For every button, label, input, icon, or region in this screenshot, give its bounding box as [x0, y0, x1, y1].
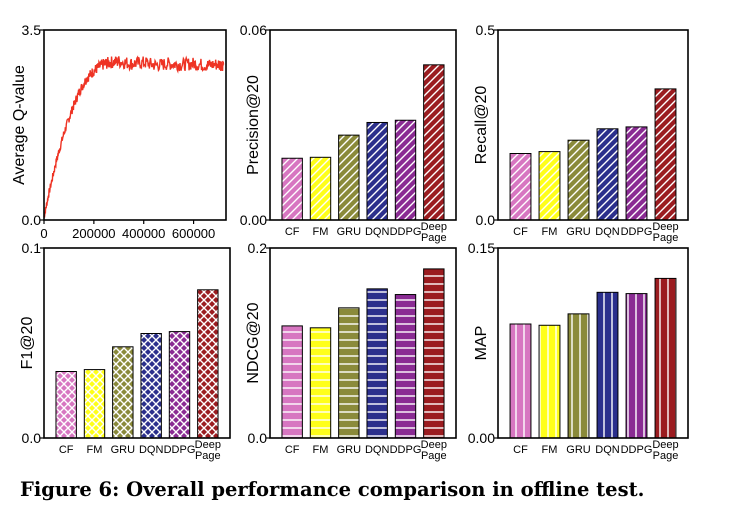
- x-tick-label-5: Deep Page: [421, 221, 447, 244]
- x-tick-label-4: DDPG: [390, 444, 422, 456]
- x-tick-label-1: 200000: [72, 226, 115, 241]
- x-tick-label-0: CF: [285, 444, 300, 456]
- x-tick-label-2: GRU: [111, 444, 136, 456]
- bar-deeppage: [654, 277, 677, 439]
- bar-gru: [112, 346, 134, 439]
- x-tick-label-5: Deep Page: [421, 439, 447, 462]
- y-tick-label-0: 0.0: [248, 430, 268, 446]
- bar-deeppage: [654, 88, 677, 221]
- x-tick-label-0: CF: [59, 444, 74, 456]
- x-tick-label-2: GRU: [566, 444, 591, 456]
- f1-20-frame: [43, 247, 231, 439]
- y-tick-label-0: 0.00: [240, 212, 267, 228]
- x-tick-label-5: Deep Page: [652, 439, 678, 462]
- y-tick-label-1: 0.5: [476, 22, 496, 38]
- x-tick-label-3: DQN: [595, 444, 620, 456]
- x-tick-label-4: DDPG: [164, 444, 196, 456]
- map-frame: [497, 247, 689, 439]
- x-tick-label-1: FM: [87, 444, 103, 456]
- figure-caption: Figure 6: Overall performance comparison…: [20, 478, 645, 501]
- bar-fm: [83, 369, 106, 439]
- bar-dqn: [366, 288, 388, 439]
- y-tick-label-0: 0.00: [468, 430, 495, 446]
- q-value-frame: [43, 29, 227, 221]
- bar-gru: [567, 139, 590, 221]
- y-axis-label: Average Q-value: [11, 65, 28, 185]
- y-tick-label-1: 3.5: [22, 22, 42, 38]
- x-tick-label-1: FM: [313, 444, 329, 456]
- x-tick-label-0: CF: [513, 226, 528, 238]
- x-tick-label-2: GRU: [566, 226, 591, 238]
- y-tick-label-0: 0.0: [22, 212, 42, 228]
- bar-deeppage: [197, 289, 219, 439]
- x-tick-label-1: FM: [542, 444, 558, 456]
- x-tick-label-2: GRU: [337, 226, 362, 238]
- y-tick-label-1: 0.15: [468, 240, 495, 256]
- bar-fm: [309, 327, 332, 439]
- y-tick-label-1: 0.1: [22, 240, 42, 256]
- panel-5: CF FM GRU DQN DDPG Deep Page 0.2 0.0 NDCG@20: [245, 240, 457, 462]
- y-axis-label: MAP: [473, 326, 490, 361]
- bar-fm: [309, 156, 332, 221]
- x-tick-label-0: 0: [40, 226, 47, 241]
- x-tick-label-0: CF: [285, 226, 300, 238]
- panel-2: CF FM GRU DQN DDPG Deep Page 0.06 0.00 Precision@…: [240, 22, 457, 244]
- x-tick-label-4: DDPG: [390, 226, 422, 238]
- x-tick-label-1: FM: [542, 226, 558, 238]
- x-tick-label-2: 400000: [122, 226, 165, 241]
- bar-dqn: [140, 333, 162, 439]
- bar-ddpg: [394, 294, 417, 439]
- y-tick-label-1: 0.06: [240, 22, 267, 38]
- x-tick-label-3: 600000: [172, 226, 215, 241]
- bar-cf: [55, 371, 77, 439]
- x-tick-label-5: Deep Page: [652, 221, 678, 244]
- y-tick-label-1: 0.2: [248, 240, 268, 256]
- bar-ddpg: [168, 331, 191, 439]
- bar-fm: [538, 151, 561, 221]
- x-tick-label-1: FM: [313, 226, 329, 238]
- bar-dqn: [596, 128, 619, 221]
- x-tick-label-3: DQN: [595, 226, 620, 238]
- bar-ddpg: [625, 126, 648, 221]
- y-tick-label-0: 0.0: [22, 430, 42, 446]
- ndcg-20-frame: [269, 247, 457, 439]
- y-axis-label: NDCG@20: [245, 302, 262, 383]
- bar-dqn: [366, 121, 388, 221]
- bar-gru: [338, 134, 360, 221]
- precision-20-frame: [269, 29, 457, 221]
- y-axis-label: F1@20: [19, 317, 36, 370]
- y-tick-label-0: 0.0: [476, 212, 496, 228]
- x-tick-label-4: DDPG: [621, 226, 653, 238]
- x-tick-label-4: DDPG: [621, 444, 653, 456]
- x-tick-label-5: Deep Page: [195, 439, 221, 462]
- bar-gru: [338, 307, 360, 439]
- panel-4: CF FM GRU DQN DDPG Deep Page 0.1 0.0 F1@20: [19, 240, 231, 462]
- x-tick-label-3: DQN: [365, 444, 390, 456]
- bar-ddpg: [394, 119, 417, 221]
- bar-fm: [538, 324, 561, 439]
- y-axis-label: Recall@20: [473, 86, 490, 165]
- panel-3: CF FM GRU DQN DDPG Deep Page 0.5 0.0 Recall@20: [473, 22, 689, 244]
- bar-cf: [509, 153, 532, 221]
- bar-cf: [281, 325, 303, 439]
- x-tick-label-2: GRU: [337, 444, 362, 456]
- recall-20-frame: [497, 29, 689, 221]
- x-tick-label-3: DQN: [365, 226, 390, 238]
- bar-cf: [281, 157, 303, 221]
- panel-1: 3.5 0.0 Average Q-value 0 200000 400000 600000: [11, 22, 227, 241]
- y-axis-label: Precision@20: [245, 75, 262, 175]
- q-value-line: [43, 55, 225, 218]
- bar-ddpg: [625, 293, 648, 439]
- x-tick-label-0: CF: [513, 444, 528, 456]
- bar-gru: [567, 313, 590, 439]
- panel-6: CF FM GRU DQN DDPG Deep Page 0.15 0.00 MAP: [468, 240, 689, 462]
- bar-cf: [509, 323, 532, 439]
- bar-deeppage: [423, 268, 445, 439]
- x-tick-label-3: DQN: [139, 444, 164, 456]
- bar-deeppage: [423, 64, 445, 221]
- bar-dqn: [596, 291, 619, 439]
- figure-grid: 3.5 0.0 Average Q-value 0 200000 400000 600000…: [11, 22, 689, 462]
